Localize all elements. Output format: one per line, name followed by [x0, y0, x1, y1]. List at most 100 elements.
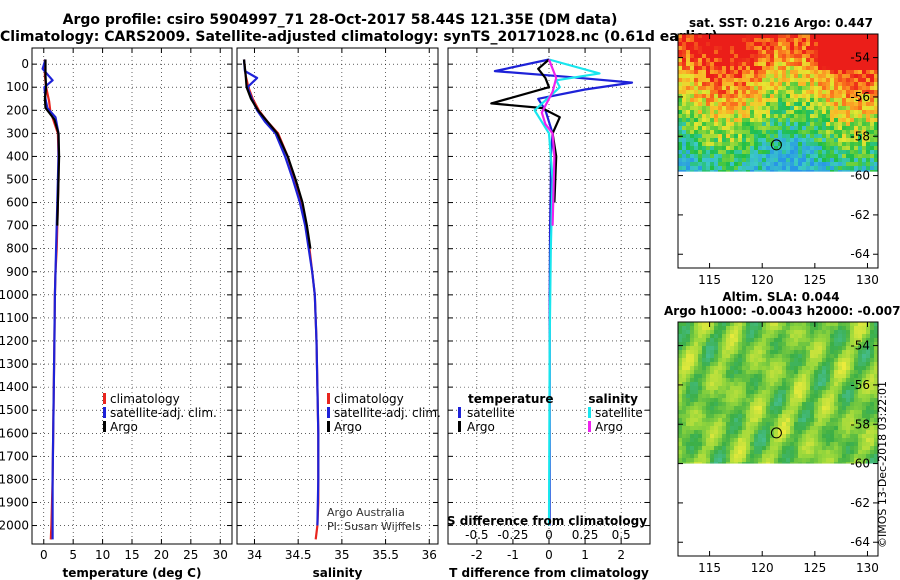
map-cell: [786, 446, 790, 450]
map-cell: [750, 42, 754, 46]
map-cell: [798, 402, 802, 406]
map-cell: [682, 114, 686, 118]
map-cell: [782, 46, 786, 50]
map-cell: [758, 50, 762, 54]
map-cell: [834, 366, 838, 370]
map-cell: [678, 114, 682, 118]
map-cell: [690, 462, 694, 464]
map-cell: [694, 378, 698, 382]
map-cell: [782, 62, 786, 66]
map-cell: [746, 54, 750, 58]
map-cell: [850, 150, 854, 154]
map-cell: [706, 382, 710, 386]
map-cell: [814, 358, 818, 362]
map-cell: [734, 330, 738, 334]
map-cell: [706, 386, 710, 390]
map-cell: [814, 50, 818, 54]
map-cell: [754, 78, 758, 82]
map-cell: [706, 406, 710, 410]
map-cell: [718, 386, 722, 390]
map-cell: [810, 150, 814, 154]
map-cell: [834, 422, 838, 426]
map-cell: [846, 330, 850, 334]
map-cell: [742, 322, 746, 326]
map-cell: [870, 134, 874, 138]
map-cell: [702, 150, 706, 154]
map-cell: [778, 86, 782, 90]
map-cell: [790, 394, 794, 398]
map-cell: [734, 398, 738, 402]
map-cell: [810, 418, 814, 422]
map-cell: [838, 102, 842, 106]
map-cell: [782, 110, 786, 114]
map-cell: [678, 118, 682, 122]
map-cell: [854, 126, 858, 130]
map-cell: [846, 326, 850, 330]
map-cell: [838, 346, 842, 350]
map-cell: [802, 386, 806, 390]
map-cell: [802, 334, 806, 338]
map-cell: [846, 122, 850, 126]
map-cell: [842, 442, 846, 446]
map-cell: [814, 386, 818, 390]
map-cell: [770, 74, 774, 78]
map-cell: [714, 86, 718, 90]
map-cell: [854, 158, 858, 162]
map-cell: [678, 158, 682, 162]
map-cell: [758, 86, 762, 90]
map-cell: [854, 66, 858, 70]
map-cell: [830, 462, 834, 464]
map-cell: [854, 362, 858, 366]
map-cell: [698, 378, 702, 382]
map-cell: [790, 146, 794, 150]
map-cell: [734, 170, 738, 172]
map-cell: [798, 98, 802, 102]
map-cell: [746, 454, 750, 458]
map-cell: [866, 130, 870, 134]
map-cell: [858, 326, 862, 330]
map-cell: [718, 378, 722, 382]
map-cell: [826, 62, 830, 66]
map-cell: [714, 50, 718, 54]
map-cell: [698, 402, 702, 406]
map-cell: [830, 34, 834, 38]
map-cell: [790, 418, 794, 422]
map-cell: [778, 402, 782, 406]
map-cell: [778, 78, 782, 82]
map-cell: [766, 106, 770, 110]
map-cell: [742, 50, 746, 54]
map-cell: [822, 66, 826, 70]
map-cell: [830, 38, 834, 42]
map-cell: [870, 70, 874, 74]
map-cell: [854, 46, 858, 50]
map-cell: [754, 166, 758, 170]
map-cell: [814, 394, 818, 398]
map-cell: [734, 382, 738, 386]
map-cell: [830, 454, 834, 458]
map-cell: [678, 162, 682, 166]
map-cell: [758, 38, 762, 42]
map-cell: [782, 386, 786, 390]
map-cell: [858, 358, 862, 362]
map-cell: [782, 322, 786, 326]
map-cell: [874, 126, 878, 130]
map-cell: [798, 462, 802, 464]
map-cell: [830, 130, 834, 134]
map-cell: [750, 422, 754, 426]
map-cell: [834, 114, 838, 118]
map-cell: [870, 98, 874, 102]
map-cell: [722, 418, 726, 422]
map-cell: [686, 142, 690, 146]
map-cell: [682, 378, 686, 382]
map-cell: [718, 438, 722, 442]
map-cell: [774, 402, 778, 406]
map-cell: [822, 442, 826, 446]
map-cell: [786, 418, 790, 422]
map-cell: [838, 150, 842, 154]
map-cell: [794, 402, 798, 406]
map-cell: [726, 118, 730, 122]
map-cell: [730, 450, 734, 454]
map-cell: [770, 426, 774, 430]
map-cell: [706, 114, 710, 118]
map-cell: [710, 342, 714, 346]
